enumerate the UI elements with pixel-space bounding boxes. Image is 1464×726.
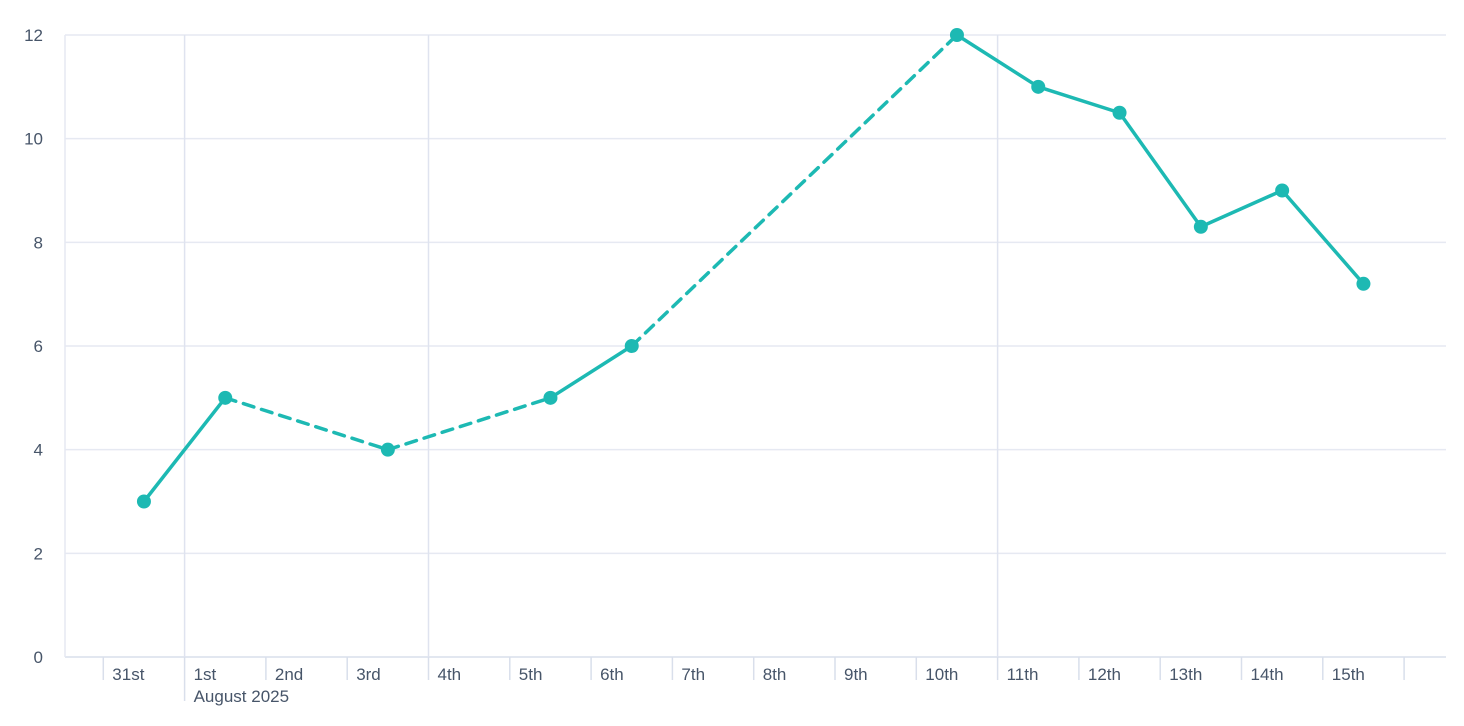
x-axis-tick-label: 31st <box>112 665 144 684</box>
data-point-marker[interactable] <box>1193 219 1208 234</box>
series-line-segment-solid <box>1280 188 1366 286</box>
y-axis-tick-label: 2 <box>34 544 43 563</box>
y-axis-tick-label: 8 <box>34 233 43 252</box>
x-axis-tick-label: 14th <box>1251 665 1284 684</box>
x-axis-tick-label: 11th <box>1007 665 1039 684</box>
series-line-segment-solid <box>142 396 227 504</box>
x-axis-tick-label: 3rd <box>356 665 381 684</box>
y-axis-tick-label: 0 <box>34 648 43 667</box>
x-axis-tick-label: 5th <box>519 665 543 684</box>
series-line-segment-solid <box>1199 188 1284 229</box>
series-line-segment-solid <box>1036 85 1122 115</box>
series-line-segment-dashed <box>630 33 959 348</box>
x-axis-tick-label: 13th <box>1169 665 1202 684</box>
series-line-segment-solid <box>548 344 634 400</box>
data-point-marker[interactable] <box>1275 183 1290 198</box>
y-axis-tick-label: 4 <box>34 441 43 460</box>
x-axis-tick-label: 7th <box>681 665 705 684</box>
data-point-marker[interactable] <box>949 28 964 42</box>
data-point-marker[interactable] <box>543 390 558 405</box>
x-axis-tick-label: 4th <box>438 665 462 684</box>
data-point-marker[interactable] <box>1031 79 1046 94</box>
x-axis-tick-label: 1st <box>194 665 217 684</box>
x-axis-tick-label: 8th <box>763 665 787 684</box>
data-point-marker[interactable] <box>1356 276 1371 291</box>
data-point-marker[interactable] <box>218 390 233 405</box>
data-point-marker[interactable] <box>1112 105 1127 120</box>
series-line-segment-dashed <box>386 396 553 452</box>
x-axis-tick-label: 6th <box>600 665 624 684</box>
series-line-segment-dashed <box>223 396 390 452</box>
x-axis-tick-label: 15th <box>1332 665 1365 684</box>
data-point-marker[interactable] <box>624 339 639 353</box>
x-axis-tick-label: 2nd <box>275 665 303 684</box>
y-axis-tick-label: 6 <box>34 337 43 356</box>
y-axis-tick-label: 10 <box>24 130 43 149</box>
x-axis-tick-label: 10th <box>925 665 958 684</box>
data-point-marker[interactable] <box>380 442 395 457</box>
series-line-segment-solid <box>955 33 1040 89</box>
x-axis-tick-label: 9th <box>844 665 868 684</box>
series-line-segment-solid <box>1117 111 1203 229</box>
y-axis-tick-label: 12 <box>24 26 43 45</box>
x-axis-tick-label: 12th <box>1088 665 1121 684</box>
data-point-marker[interactable] <box>136 494 151 509</box>
x-axis-month-label: August 2025 <box>194 687 289 706</box>
